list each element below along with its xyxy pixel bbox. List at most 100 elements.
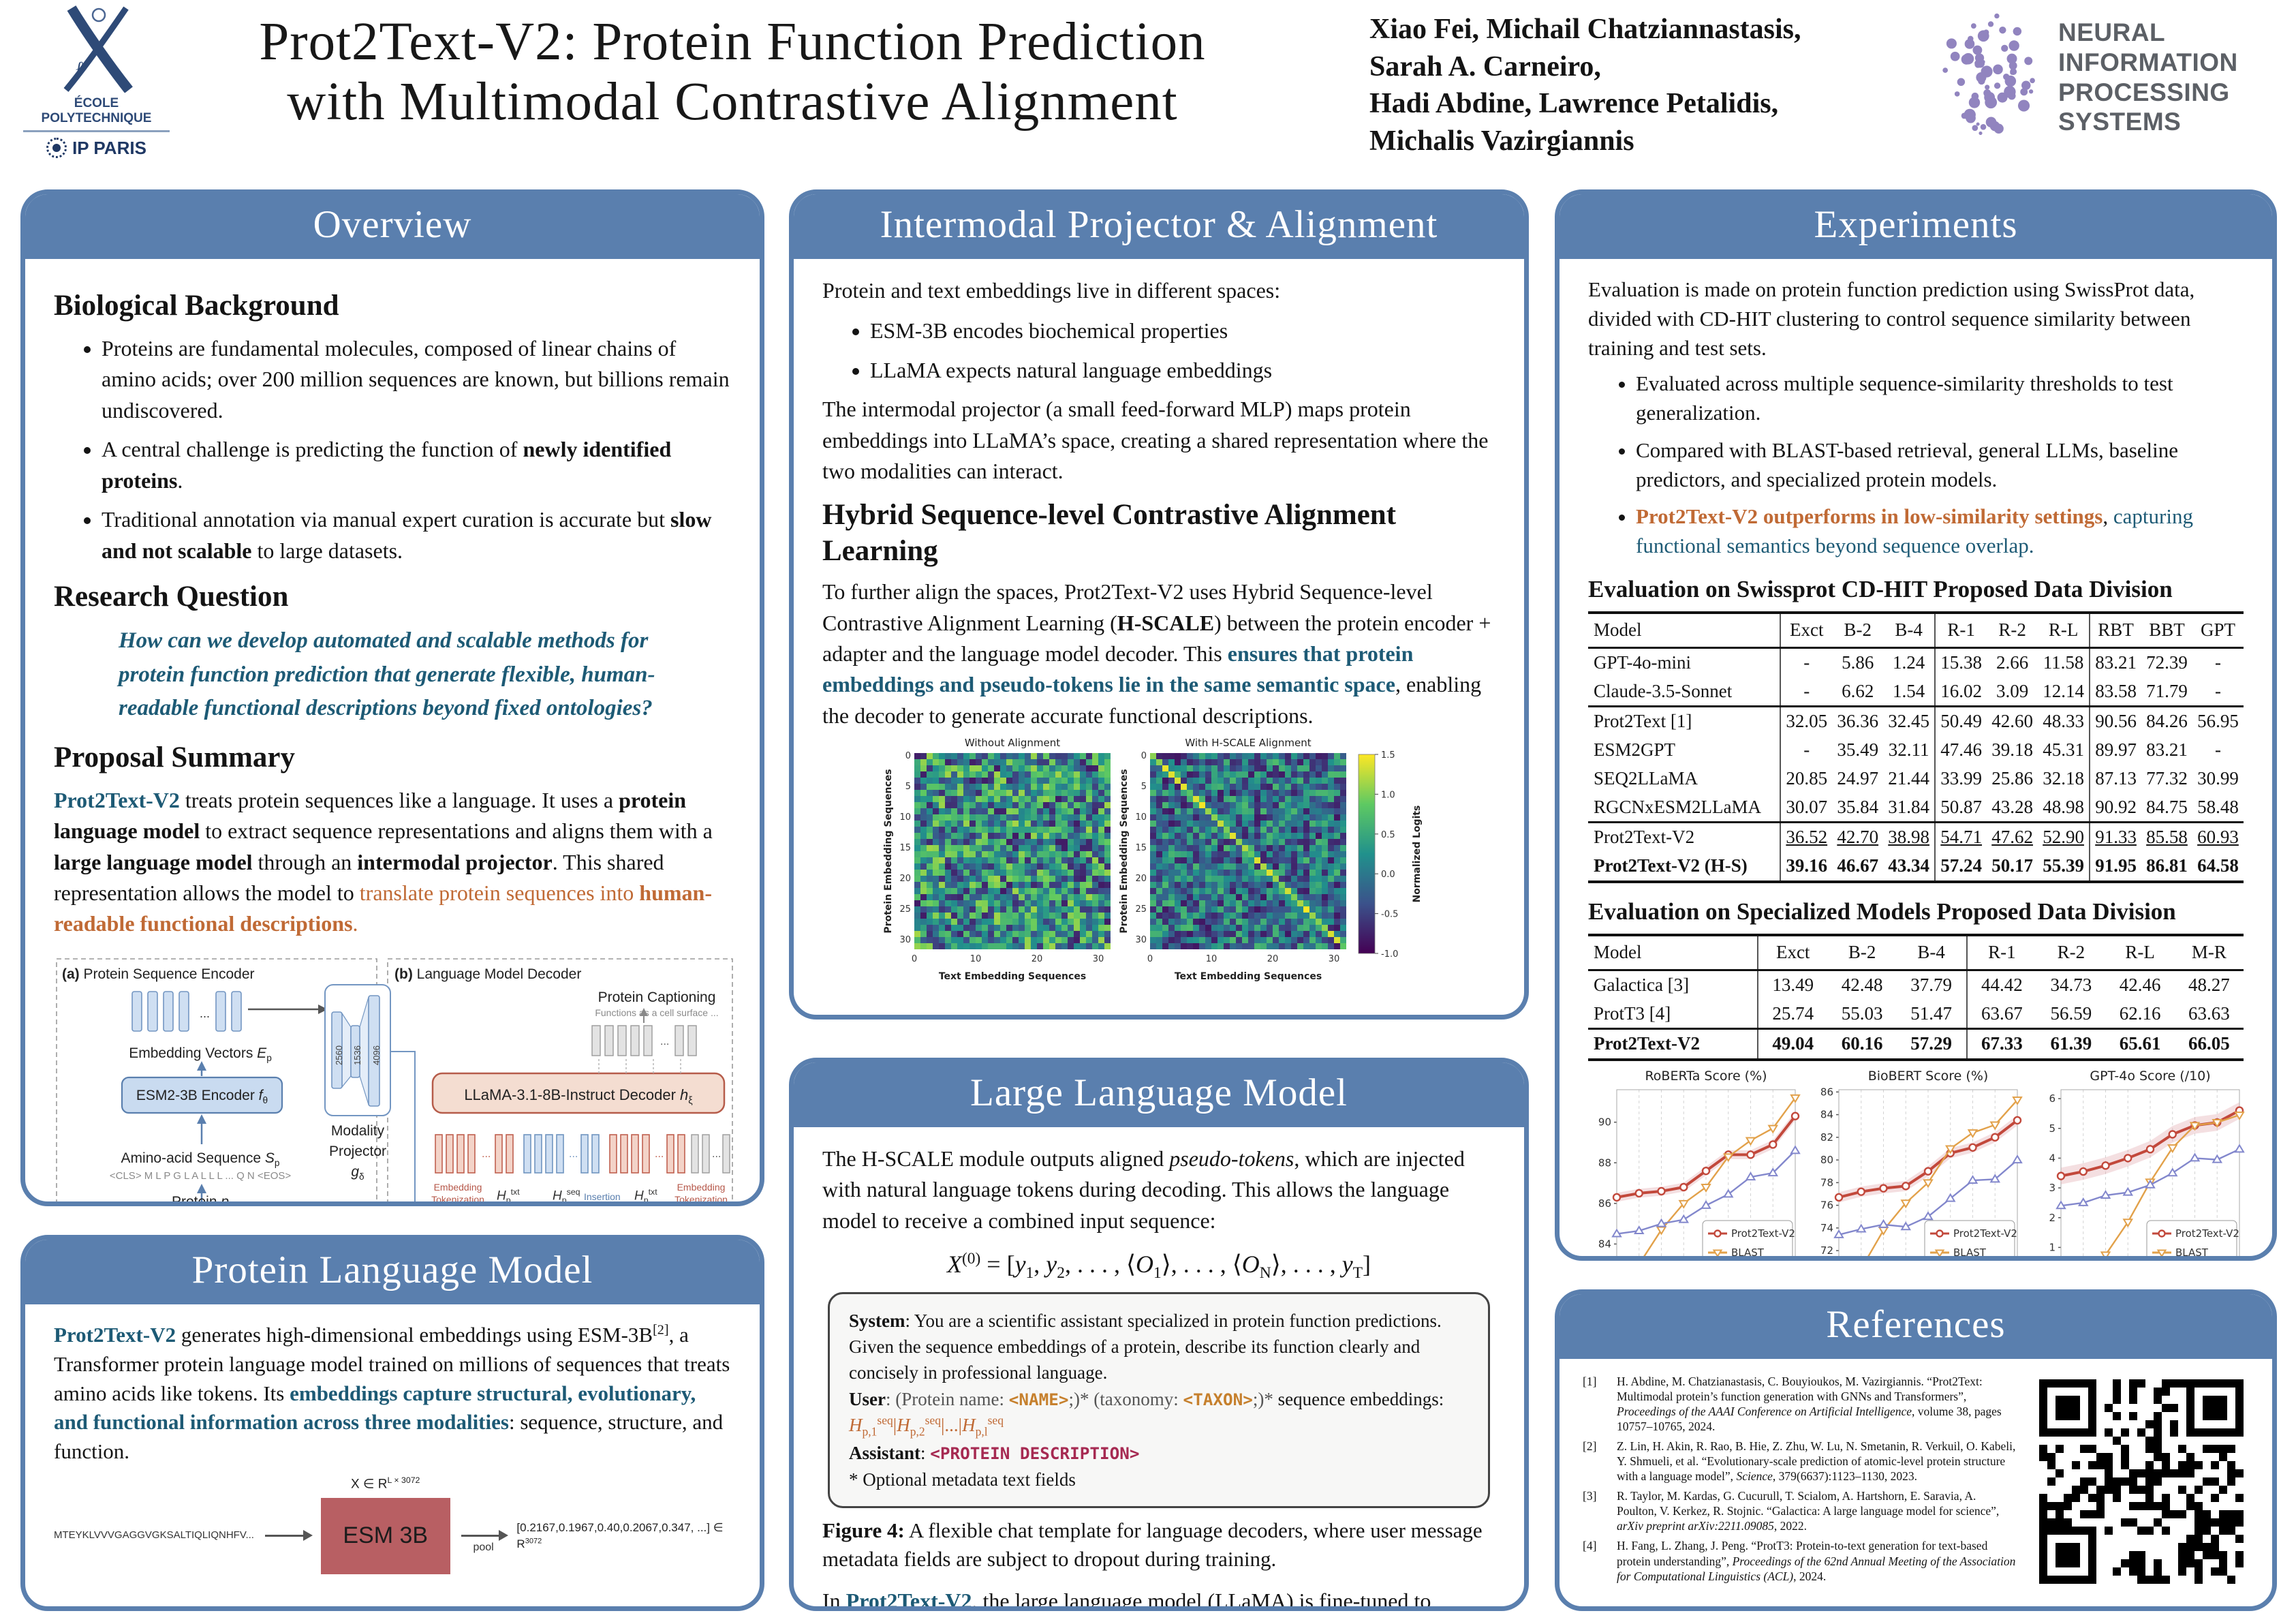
svg-text:Prot2Text-V2: Prot2Text-V2 [1953,1227,2017,1240]
svg-text:90: 90 [1598,1116,1611,1129]
projector-paragraph: The intermodal projector (a small feed-f… [822,397,1489,484]
arrow-right-icon [264,1530,313,1542]
table2-specialized-models: Model Exct B-2 B-4 R-1 R-2 R-L M-R Galactica [3]… [1588,934,2244,1062]
plm-paragraph: Prot2Text-V2 generates high-dimensional … [54,1322,730,1464]
table1-swissprot-cdhit: Model Exct B-2 B-4 R-1 R-2 R-L RBT BBT GPT GPT-4o-… [1588,611,2244,883]
arrow-right-icon: pool [461,1530,509,1553]
panel-large-language-model: Large Language Model The H-SCALE module … [789,1058,1529,1611]
fig1-insertion-label: Insertion [584,1191,621,1202]
svg-text:30: 30 [1135,935,1147,945]
fig1-h-seq: Hpseq [553,1186,580,1206]
fig1-projector-label: Modality Projector gδ [328,1122,387,1182]
svg-text:82: 82 [1820,1131,1833,1144]
svg-text:20: 20 [1031,954,1043,964]
svg-text:10: 10 [1135,812,1147,823]
llm-paragraph-1: The H-SCALE module outputs aligned pseud… [822,1146,1465,1233]
neurips-wordmark: NEURAL INFORMATION PROCESSING SYSTEMS [2058,18,2238,136]
heading-biological-background: Biological Background [54,290,339,322]
neurips-dots-icon [1925,4,2054,151]
svg-text:...: ... [482,1148,491,1160]
heading-proposal-summary: Proposal Summary [54,741,295,773]
svg-text:84: 84 [1598,1238,1611,1251]
intermodal-intro: Protein and text embeddings live in diff… [822,278,1281,303]
svg-text:0: 0 [905,751,911,761]
llm-paragraph-2: In Prot2Text-V2, the large language mode… [822,1588,1431,1611]
svg-text:Prot2Text-V2: Prot2Text-V2 [2175,1227,2239,1240]
reference-item: [2] Z. Lin, H. Akin, R. Rao, B. Hie, Z. … [1583,1439,2016,1484]
ip-paris-icon [46,138,67,159]
svg-text:1.0: 1.0 [1381,791,1395,801]
svg-text:0.0: 0.0 [1381,870,1395,880]
svg-text:3: 3 [2049,1182,2055,1194]
polytechnique-x-icon: ℓ' [63,5,133,93]
panel-references-title: References [1560,1294,2272,1359]
svg-text:78: 78 [1820,1177,1833,1189]
svg-text:Text Embedding Sequences: Text Embedding Sequences [939,971,1086,982]
figure1-pipeline-diagram: ... 2560 1536 4096 [54,949,735,1206]
svg-text:RoBERTa Score (%): RoBERTa Score (%) [1645,1069,1767,1084]
author-line: Michalis Vazirgiannis [1369,125,1634,157]
svg-text:...: ... [655,1148,664,1160]
figure3-similarity-matrices: Without Alignment 0 5 10 15 20 25 30 0 10 20 30 Text… [822,737,1495,1004]
panel-overview: Overview Biological Background Proteins … [20,189,764,1206]
svg-text:1: 1 [2049,1242,2055,1254]
author-line: Hadi Abdine, Lawrence Petalidis, [1369,88,1779,120]
svg-text:20: 20 [899,874,911,884]
fig1-protein-captioning-label: Protein Captioning [598,989,716,1005]
fig1-caption-example: Functions as a cell surface ... [595,1007,719,1018]
panel-experiments: Experiments Evaluation is made on protei… [1555,189,2277,1261]
author-line: Sarah A. Carneiro, [1369,50,1601,82]
svg-text:15: 15 [899,843,911,853]
fig1-h-txt-1: Hptxt [497,1186,520,1206]
svg-text:30: 30 [899,935,911,945]
svg-text:Text Embedding Sequences: Text Embedding Sequences [1175,971,1322,982]
chart-roberta-score: RoBERTa Score (%)[0,30](30,35](35,40](40… [1584,1068,1803,1259]
chat-user-line: User: (Protein name: <NAME>;)* (taxonomy… [849,1388,1444,1409]
figure4-caption: Figure 4: A flexible chat template for l… [822,1518,1483,1571]
fig2-embedding-vector: [0.2167,0.1967,0.40,0.2067,0.347, ...] ∈… [516,1521,724,1550]
svg-text:2560: 2560 [334,1045,344,1065]
svg-text:5: 5 [1141,782,1147,792]
table2-title: Evaluation on Specialized Models Propose… [1588,898,2176,925]
fig1-embedding-tokenization-left: Embedding Tokenization [431,1181,484,1206]
svg-text:With H-SCALE Alignment: With H-SCALE Alignment [1185,737,1311,749]
panel-overview-title: Overview [25,194,760,259]
author-list: Xiao Fei, Michail Chatziannastasis, Sara… [1369,11,1801,159]
svg-text:84: 84 [1820,1109,1833,1121]
svg-text:...: ... [660,1036,669,1047]
svg-text:GPT-4o Score (/10): GPT-4o Score (/10) [2090,1069,2210,1084]
svg-text:0: 0 [1147,954,1153,964]
ip-paris-label: IP PARIS [23,138,170,159]
svg-text:1.5: 1.5 [1381,750,1395,761]
fig1-llama-decoder-label: LLaMA-3.1-8B-Instruct Decoder hξ [464,1086,693,1107]
svg-text:86: 86 [1820,1086,1833,1099]
fig2-amino-sequence: MTEYKLVVVGAGGVGKSALTIQLIQNHFV... [54,1529,254,1542]
hscale-paragraph: To further align the spaces, Prot2Text-V… [822,579,1491,728]
svg-text:BioBERT Score (%): BioBERT Score (%) [1868,1069,1989,1084]
colorbar: 1.5 1.0 0.5 0.0 -0.5 -1.0 Normalized Logits [1354,737,1435,1004]
svg-text:76: 76 [1820,1199,1833,1212]
input-sequence-formula: X(0) = [y1, y2, . . . , ⟨O1⟩, . . . , ⟨O… [946,1250,1371,1283]
svg-text:5: 5 [2049,1122,2055,1135]
experiments-bullets: Evaluated across multiple sequence-simil… [1636,369,2244,561]
svg-text:80: 80 [1820,1154,1833,1166]
svg-text:10: 10 [1206,954,1217,964]
svg-text:BLAST: BLAST [1731,1246,1765,1259]
reference-list: [1] H. Abdine, M. Chatzianastasis, C. Bo… [1583,1374,2016,1589]
chat-math-line: Hp,1seq|Hp,2seq|...|Hp,lseq [849,1413,1004,1439]
svg-text:4096: 4096 [371,1045,382,1065]
svg-text:4: 4 [2049,1152,2055,1165]
figure2-esm-diagram: MTEYKLVVVGAGGVGKSALTIQLIQNHFV... X ∈ RL … [54,1467,731,1606]
fig2-esm3b-box: ESM 3B [320,1497,450,1574]
svg-text:Prot2Text-V2: Prot2Text-V2 [1731,1227,1795,1240]
svg-text:-1.0: -1.0 [1381,949,1398,960]
fig1-h-txt-2: Hptxt [634,1186,657,1206]
svg-text:...: ... [712,1148,721,1160]
heading-hscale: Hybrid Sequence-level Contrastive Alignm… [822,498,1397,568]
svg-text:72: 72 [1820,1244,1833,1257]
svg-text:25: 25 [1135,904,1147,915]
svg-text:15: 15 [1135,843,1147,853]
author-line: Xiao Fei, Michail Chatziannastasis, [1369,14,1801,45]
fig1-sequence-text: <CLS> M L P G L A L L L ... Q N <EOS> [109,1169,292,1182]
panel-experiments-title: Experiments [1560,194,2272,259]
